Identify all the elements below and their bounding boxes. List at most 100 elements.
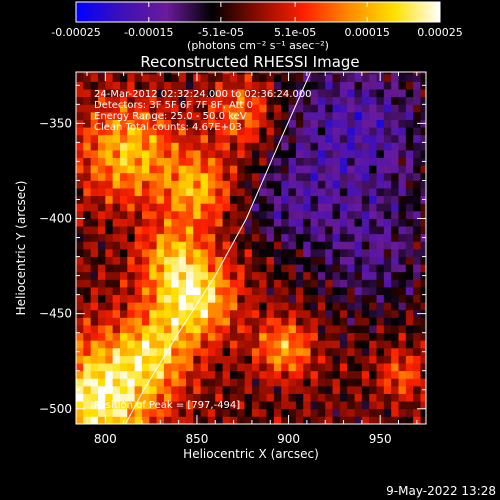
heatmap-cell	[141, 385, 150, 394]
heatmap-cell	[156, 195, 165, 204]
heatmap-cell	[193, 256, 202, 265]
heatmap-cell	[266, 210, 275, 219]
heatmap-cell	[405, 408, 414, 417]
heatmap-cell	[105, 218, 114, 227]
heatmap-cell	[420, 226, 426, 235]
heatmap-cell	[141, 287, 150, 296]
heatmap-cell	[361, 370, 370, 379]
heatmap-cell	[119, 134, 128, 143]
heatmap-cell	[105, 393, 114, 402]
heatmap-cell	[281, 241, 289, 250]
heatmap-cell	[222, 256, 231, 265]
heatmap-cell	[112, 127, 121, 136]
heatmap-cell	[266, 89, 275, 98]
heatmap-cell	[317, 408, 326, 417]
heatmap-cell	[405, 111, 414, 120]
heatmap-cell	[222, 104, 231, 113]
heatmap-cell	[317, 150, 326, 159]
heatmap-cell	[178, 256, 187, 265]
heatmap-cell	[215, 157, 223, 166]
heatmap-cell	[149, 325, 158, 334]
heatmap-cell	[361, 72, 370, 75]
heatmap-cell	[310, 317, 319, 326]
heatmap-cell	[171, 127, 180, 136]
heatmap-cell	[141, 180, 150, 189]
heatmap-cell	[127, 233, 136, 242]
heatmap-cell	[127, 279, 136, 288]
heatmap-cell	[119, 393, 128, 402]
heatmap-cell	[244, 73, 253, 82]
heatmap-cell	[398, 233, 407, 242]
heatmap-cell	[134, 119, 143, 128]
heatmap-cell	[303, 363, 311, 372]
heatmap-cell	[251, 233, 260, 242]
heatmap-cell	[163, 317, 172, 326]
heatmap-cell	[420, 89, 426, 98]
heatmap-cell	[83, 89, 92, 98]
heatmap-cell	[266, 385, 275, 394]
heatmap-cell	[237, 180, 245, 189]
heatmap-cell	[171, 408, 180, 417]
heatmap-cell	[215, 317, 223, 326]
heatmap-cell	[383, 302, 392, 311]
heatmap-cell	[105, 150, 114, 159]
heatmap-cell	[119, 180, 128, 189]
heatmap-cell	[90, 172, 99, 181]
heatmap-cell	[273, 416, 282, 424]
heatmap-cell	[251, 73, 260, 82]
heatmap-cell	[405, 363, 414, 372]
heatmap-cell	[171, 134, 180, 143]
heatmap-cell	[200, 134, 209, 143]
heatmap-cell	[105, 317, 114, 326]
heatmap-cell	[288, 72, 297, 75]
heatmap-cell	[222, 287, 231, 296]
heatmap-cell	[310, 294, 319, 303]
heatmap-cell	[347, 233, 355, 242]
heatmap-cell	[266, 370, 275, 379]
heatmap-cell	[215, 271, 223, 280]
heatmap-cell	[354, 233, 363, 242]
heatmap-cell	[119, 332, 128, 341]
heatmap-cell	[420, 325, 426, 334]
heatmap-cell	[295, 81, 304, 90]
heatmap-cell	[376, 302, 385, 311]
heatmap-cell	[215, 111, 223, 120]
heatmap-cell	[193, 203, 202, 212]
heatmap-cell	[281, 248, 289, 257]
heatmap-cell	[325, 157, 333, 166]
heatmap-cell	[405, 73, 414, 82]
heatmap-cell	[215, 309, 223, 318]
heatmap-cell	[361, 188, 370, 197]
heatmap-cell	[207, 385, 216, 394]
heatmap-cell	[229, 157, 238, 166]
heatmap-cell	[273, 401, 282, 410]
heatmap-cell	[413, 134, 421, 143]
heatmap-cell	[127, 241, 136, 250]
heatmap-cell	[325, 363, 333, 372]
heatmap-cell	[237, 195, 245, 204]
heatmap-cell	[391, 104, 399, 113]
heatmap-cell	[200, 287, 209, 296]
heatmap-cell	[112, 264, 121, 273]
heatmap-cell	[398, 325, 407, 334]
heatmap-cell	[295, 302, 304, 311]
heatmap-cell	[193, 195, 202, 204]
heatmap-cell	[259, 165, 267, 174]
heatmap-cell	[303, 264, 311, 273]
heatmap-cell	[171, 256, 180, 265]
heatmap-cell	[413, 127, 421, 136]
heatmap-cell	[266, 408, 275, 417]
heatmap-cell	[303, 385, 311, 394]
heatmap-cell	[332, 264, 341, 273]
heatmap-cell	[237, 401, 245, 410]
heatmap-cell	[303, 218, 311, 227]
heatmap-cell	[325, 119, 333, 128]
heatmap-cell	[112, 287, 121, 296]
heatmap-cell	[361, 226, 370, 235]
heatmap-cell	[207, 73, 216, 82]
heatmap-cell	[163, 355, 172, 364]
heatmap-cell	[354, 81, 363, 90]
heatmap-cell	[266, 325, 275, 334]
heatmap-cell	[119, 347, 128, 356]
heatmap-cell	[266, 104, 275, 113]
